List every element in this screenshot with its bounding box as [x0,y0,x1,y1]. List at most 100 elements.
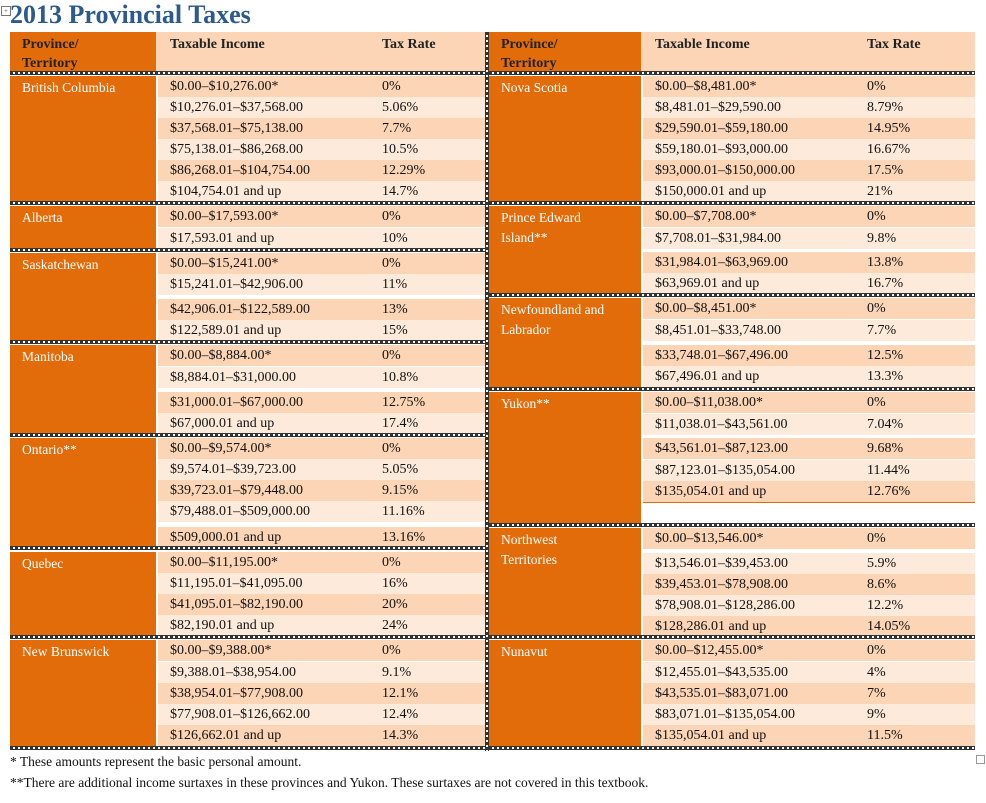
table-row: $79,488.01–$509,000.00 11.16% [158,501,485,522]
tax-rate-cell: 7.7% [867,323,897,338]
tax-rate-cell: 7.04% [867,417,904,432]
table-row: $42,906.01–$122,589.00 13% [158,299,485,320]
table-row: $38,954.01–$77,908.00 12.1% [158,683,485,704]
taxable-income-cell: $126,662.01 and up [170,728,282,743]
table-row: $17,593.01 and up 10% [158,228,485,249]
tax-rate-cell: 24% [382,618,408,633]
page-title: 2013 Provincial Taxes [10,0,251,29]
tax-rate-cell: 0% [382,256,401,271]
table-row: $67,000.01 and up 17.4% [158,413,485,434]
header-province: Province/ Territory [22,37,79,71]
province-british-columbia: British Columbia [10,76,156,203]
table-row: $87,123.01–$135,054.00 11.44% [643,460,975,481]
taxable-income-cell: $11,195.01–$41,095.00 [170,576,303,591]
tax-rate-cell: 0% [382,209,401,224]
header-province: Province/ Territory [501,37,558,71]
taxable-income-cell: $9,574.01–$39,723.00 [170,462,296,477]
taxable-income-cell: $12,455.01–$43,535.00 [655,665,788,680]
table-row: $31,000.01–$67,000.00 12.75% [158,392,485,413]
tax-rate-cell: 11.44% [867,463,910,478]
taxable-income-cell: $8,451.01–$33,748.00 [655,323,781,338]
taxable-income-cell: $82,190.01 and up [170,618,275,633]
table-row: $0.00–$8,481.00* 0% [643,76,975,97]
tax-rate-cell: 0% [867,643,886,658]
table-row: $8,451.01–$33,748.00 7.7% [643,320,975,341]
taxable-income-cell: $8,481.01–$29,590.00 [655,100,781,115]
tax-rate-cell: 10.8% [382,370,419,385]
tax-rate-cell: 11% [382,277,408,292]
table-row: $7,708.01–$31,984.00 9.8% [643,228,975,249]
taxable-income-cell: $13,546.01–$39,453.00 [655,556,788,571]
taxable-income-cell: $83,071.01–$135,054.00 [655,707,795,722]
table-row: $39,723.01–$79,448.00 9.15% [158,480,485,501]
taxable-income-cell: $42,906.01–$122,589.00 [170,302,310,317]
tax-rate-cell: 12.2% [867,598,904,613]
group-separator [10,433,485,437]
right-tax-table: Province/ Territory Taxable Income Tax Rat… [489,32,975,752]
table-row: $0.00–$12,455.00* 0% [643,640,975,661]
taxable-income-cell: $67,000.01 and up [170,416,275,431]
taxable-income-cell: $41,095.01–$82,190.00 [170,597,303,612]
column-divider [485,32,489,751]
taxable-income-cell: $0.00–$13,546.00* [655,531,764,546]
table-row: $135,054.01 and up 12.76% [643,481,975,502]
taxable-income-cell: $0.00–$8,451.00* [655,301,757,316]
tax-rate-cell: 0% [867,301,886,316]
taxable-income-cell: $0.00–$11,195.00* [170,555,278,570]
tax-rate-cell: 17.5% [867,163,904,178]
tax-rate-cell: 9.1% [382,665,412,680]
tax-rate-cell: 9% [867,707,886,722]
taxable-income-cell: $135,054.01 and up [655,728,767,743]
table-row: $0.00–$8,451.00* 0% [643,298,975,319]
tax-rate-cell: 13.3% [867,369,904,384]
group-separator [489,523,975,527]
taxable-income-cell: $104,754.01 and up [170,184,282,199]
group-separator [10,546,485,550]
taxable-income-cell: $39,453.01–$78,908.00 [655,577,788,592]
tax-rate-cell: 0% [382,643,401,658]
tax-rate-cell: 20% [382,597,408,612]
tax-rate-cell: 0% [382,555,401,570]
tax-rate-cell: 7% [867,686,886,701]
taxable-income-cell: $0.00–$8,481.00* [655,79,757,94]
taxable-income-cell: $67,496.01 and up [655,369,760,384]
table-row: $12,455.01–$43,535.00 4% [643,662,975,683]
province-saskatchewan: Saskatchewan [10,253,156,342]
tax-rate-cell: 16% [382,576,408,591]
group-separator [10,635,485,639]
tax-rate-cell: 8.6% [867,577,897,592]
table-row: $43,535.01–$83,071.00 7% [643,683,975,704]
table-row: $0.00–$9,574.00* 0% [158,438,485,459]
table-row: $13,546.01–$39,453.00 5.9% [643,553,975,574]
province-new-brunswick: New Brunswick [10,640,156,748]
taxable-income-cell: $86,268.01–$104,754.00 [170,163,310,178]
taxable-income-cell: $37,568.01–$75,138.00 [170,121,303,136]
taxable-income-cell: $0.00–$15,241.00* [170,256,279,271]
table-row: $93,000.01–$150,000.00 17.5% [643,160,975,181]
table-row: $0.00–$7,708.00* 0% [643,206,975,227]
tax-rate-cell: 21% [867,184,893,199]
table-row: $9,388.01–$38,954.00 9.1% [158,662,485,683]
tax-rate-cell: 10% [382,231,408,246]
table-resize-handle[interactable] [976,755,985,764]
taxable-income-cell: $0.00–$11,038.00* [655,395,763,410]
tax-rate-cell: 7.7% [382,121,412,136]
tax-rate-cell: 0% [382,441,401,456]
table-row: $77,908.01–$126,662.00 12.4% [158,704,485,725]
header-province-cell [489,32,641,72]
table-move-handle-icon[interactable]: + [1,6,11,16]
table-row: $39,453.01–$78,908.00 8.6% [643,574,975,595]
province-yukon: Yukon** [489,392,641,524]
table-row: $15,241.01–$42,906.00 11% [158,274,485,295]
taxable-income-cell: $38,954.01–$77,908.00 [170,686,303,701]
table-row: $59,180.01–$93,000.00 16.67% [643,139,975,160]
province-ontario: Ontario** [10,438,156,548]
province-manitoba: Manitoba [10,345,156,434]
table-row: $86,268.01–$104,754.00 12.29% [158,160,485,181]
tax-rate-cell: 12.5% [867,348,904,363]
table-row: $0.00–$9,388.00* 0% [158,640,485,661]
footnote-basic-amount: * These amounts represent the basic pers… [10,754,302,769]
tax-rate-cell: 11.5% [867,728,903,743]
table-row: $0.00–$13,546.00* 0% [643,528,975,549]
tax-rate-cell: 10.5% [382,142,419,157]
